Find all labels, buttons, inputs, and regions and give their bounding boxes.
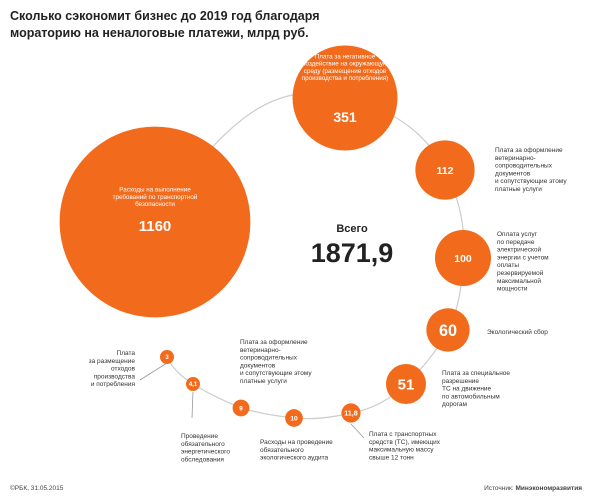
bubble-side-label: электрической [497,246,542,254]
bubble-side-label: Оплата услуг [497,231,538,238]
bubble [341,403,361,423]
bubble [292,45,398,151]
bubble-side-label: средств (ТС), имеющих [369,439,441,446]
bubble [285,409,303,427]
bubble-side-label: ветеринарно- [495,155,536,162]
bubble-side-label: энергетического [181,449,230,456]
bubble-value: 100 [454,253,472,265]
bubble-group: 11,8 [341,403,361,423]
bubble-side-label: энергии с учетом [497,254,549,261]
bubble-side-label: и потребления [91,380,136,388]
bubble-description: требований по транспортной [113,193,198,201]
bubble-description: производства и потребления) [302,74,389,82]
bubble [415,140,475,200]
bubble-side-label: документов [495,170,531,177]
footer-source: Источник: Минэкономразвития [484,485,582,492]
bubble-side-label: Плата с транспортных [369,431,437,438]
bubble-side-label: экологического аудита [260,455,329,462]
bubble-side-label: свыше 12 тонн [369,454,414,461]
bubble-side-label: максимальную массу [369,447,434,454]
bubble-side-label: ТС на движение [442,386,492,393]
leader-line [191,391,194,419]
bubble-side-label: отходов [111,366,136,373]
bubble-side-label: Плата [117,350,136,357]
bubble [426,308,470,352]
bubble-description: Расходы на выполнение [119,187,191,194]
bubble-side-label: сопроводительных [240,355,298,362]
bubble-side-label: сопроводительных [495,163,553,170]
bubble-side-label: Плата за оформление [495,147,563,154]
leader-line [139,362,168,381]
bubble-description: безопасности [135,200,175,208]
bubble-side-label: и сопутствующие этому [240,370,312,377]
bubble-side-label: разрешение [442,378,479,385]
bubble-group: 3 [160,350,174,364]
bubble-group: 9 [232,399,250,417]
footer-source-value: Минэкономразвития [515,485,582,492]
bubble-side-label: Плата за оформление [240,339,308,346]
bubble-side-label: за размещение [89,358,136,365]
bubble-value: 4,1 [189,382,198,388]
bubble-side-label: дорогам [442,401,467,408]
bubble-side-label: платные услуги [240,378,287,385]
bubble-group: 10 [285,409,303,427]
bubble-group: 4,1 [186,377,200,391]
bubble [435,230,491,286]
bubble-side-label: обследования [181,455,224,463]
bubble-description: Плата за негативное [315,53,376,60]
bubble-group: 112 [415,140,475,200]
bubble-group: 60 [426,308,470,352]
bubble-side-label: производства [94,373,136,380]
leader-line [350,423,365,439]
bubble-value: 51 [398,376,415,393]
bubble-description: среду (размещение отходов [304,68,387,75]
bubble-side-label: обязательного [260,446,304,454]
total-label: Всего [336,223,368,235]
footer-source-label: Источник: [484,485,514,492]
bubble-side-label: максимальной [497,277,541,285]
bubble-value: 3 [165,355,169,361]
bubble [160,350,174,364]
bubble-value: 60 [439,322,457,340]
bubble [59,126,251,318]
bubble-group: 51 [386,364,426,404]
bubble-value: 351 [333,109,357,125]
bubble-value: 9 [239,405,243,412]
bubble-value: 11,8 [344,409,358,418]
bubble-value: 112 [437,165,454,177]
total-value: 1871,9 [311,238,394,268]
bubble-side-label: документов [240,362,276,369]
bubble-value: 1160 [139,218,172,235]
bubble [186,377,200,391]
bubble-side-label: Экологический сбор [487,328,548,336]
bubble-side-label: Плата за специальное [442,370,510,377]
bubble-side-label: ветеринарно- [240,347,281,354]
bubble-side-label: мощности [497,286,528,293]
bubble [386,364,426,404]
bubble-side-label: обязательного [181,440,225,448]
bubble-side-label: по передаче [497,239,535,246]
bubble-description: воздействие на окружающую [302,60,388,68]
bubble-side-label: платные услуги [495,186,542,193]
bubble-side-label: Проведение [181,433,218,440]
bubble-side-label: резервируемой [497,269,544,277]
footer-credit: ©РБК, 31.05.2015 [10,485,64,492]
bubble-side-label: по автомобильным [442,392,500,400]
side-labels: Плата за оформлениеветеринарно-сопроводи… [89,147,568,463]
bubble [232,399,250,417]
bubble-side-label: и сопутствующие этому [495,178,567,185]
bubble-value: 10 [290,415,298,422]
bubble-side-label: Расходы на проведение [260,439,333,446]
bubble-group: 100 [435,230,491,286]
bubble-side-label: оплаты [497,262,519,269]
chart-title: Сколько сэкономит бизнес до 2019 год бла… [10,9,320,40]
